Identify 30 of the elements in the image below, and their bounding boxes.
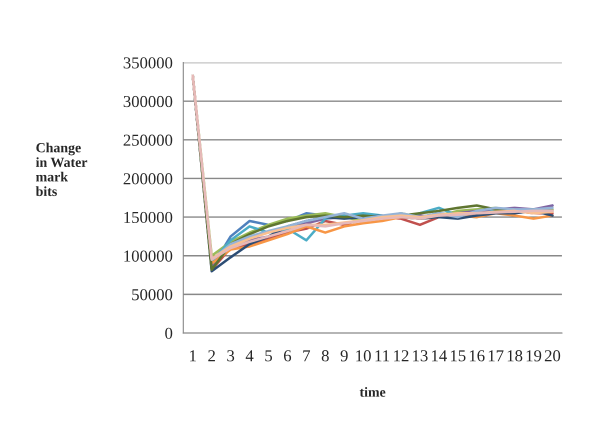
x-tick-label: 11 <box>376 350 390 362</box>
x-tick-label: 17 <box>488 350 504 362</box>
y-tick-label: 350000 <box>124 57 172 69</box>
x-tick-label: 12 <box>394 350 408 362</box>
x-tick-label: 14 <box>432 350 447 362</box>
x-tick-label: 8 <box>322 350 329 362</box>
x-axis-title: time <box>360 387 386 397</box>
x-tick-label: 9 <box>340 350 348 362</box>
x-tick-label: 3 <box>227 350 234 362</box>
x-tick-label: 4 <box>246 350 254 362</box>
x-tick-label: 20 <box>544 350 560 362</box>
x-tick-label: 18 <box>508 350 522 362</box>
x-tick-label: 16 <box>470 350 485 362</box>
y-tick-label: 150000 <box>124 212 172 224</box>
y-axis-title: Change in Water mark bits <box>36 142 88 196</box>
y-tick-label: 250000 <box>124 134 172 146</box>
x-tick-label: 15 <box>450 350 466 362</box>
y-tick-label: 300000 <box>124 96 172 108</box>
x-tick-label: 7 <box>303 350 310 362</box>
y-tick-label: 50000 <box>132 289 172 300</box>
x-tick-label: 2 <box>208 350 215 362</box>
x-tick-label: 6 <box>284 350 292 362</box>
x-tick-label: 1 <box>190 350 196 362</box>
x-tick-label: 19 <box>526 350 542 362</box>
x-tick-label: 10 <box>356 350 371 362</box>
x-tick-label: 13 <box>413 350 428 362</box>
x-tick-label: 5 <box>265 350 272 362</box>
y-tick-label: 100000 <box>124 250 172 262</box>
y-tick-label: 0 <box>165 328 172 339</box>
y-tick-label: 200000 <box>124 173 172 184</box>
